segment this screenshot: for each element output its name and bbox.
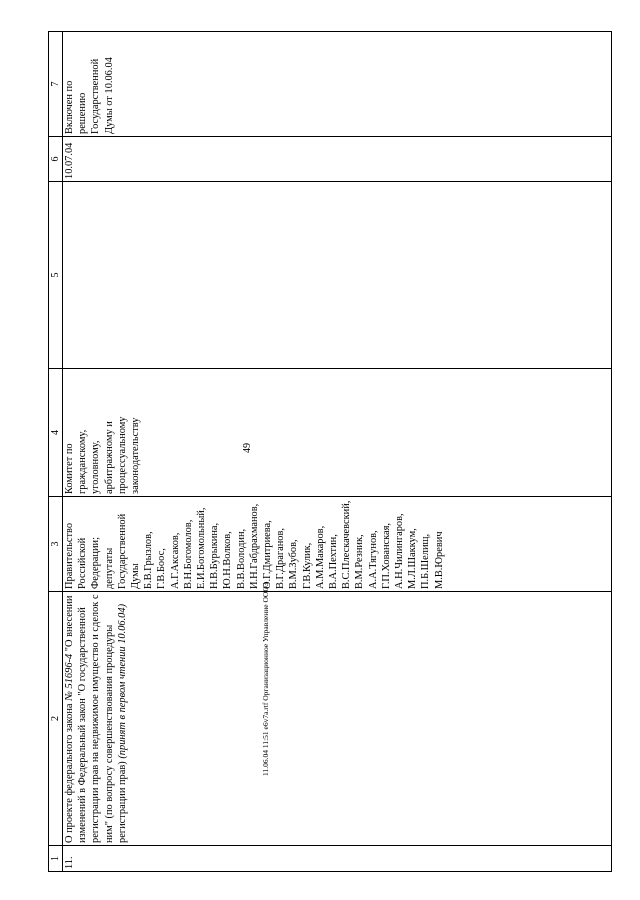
header-col-6: 6	[48, 136, 63, 182]
header-col-7: 7	[48, 31, 63, 137]
header-col-2: 2	[48, 591, 63, 846]
initiators-cell: Правительство Российской Федерации; депу…	[62, 496, 612, 592]
header-col-4: 4	[48, 368, 63, 497]
col5-cell	[62, 181, 612, 369]
header-col-5: 5	[48, 181, 63, 369]
header-col-1: 1	[48, 845, 63, 872]
bill-reading-note: (принят в первом чтении 10.06.04)	[116, 603, 128, 759]
header-col-3: 3	[48, 496, 63, 592]
date-cell: 10.07.04	[62, 136, 612, 182]
table-header-row: 1 2 3 4 5 6 7	[48, 31, 63, 872]
bill-title-prefix: О проекте федерального закона	[64, 700, 75, 843]
decision-cell: Включен по решению Государственной Думы …	[62, 31, 612, 137]
committee-cell: Комитет по гражданскому, уголовному, арб…	[62, 368, 612, 497]
bill-number: № 51696-4	[64, 653, 75, 701]
bill-table-container: 1 2 3 4 5 6 7 11. О проекте федерального…	[48, 31, 612, 872]
table-row: 11. О проекте федерального закона № 5169…	[62, 31, 612, 872]
footer-file-info: 11.06.04 11:51 e6v7a.rtf Организационное…	[261, 582, 270, 777]
bill-title-cell: О проекте федерального закона № 51696-4 …	[62, 591, 612, 846]
row-number: 11.	[62, 845, 612, 872]
bill-table: 1 2 3 4 5 6 7 11. О проекте федерального…	[48, 31, 612, 872]
